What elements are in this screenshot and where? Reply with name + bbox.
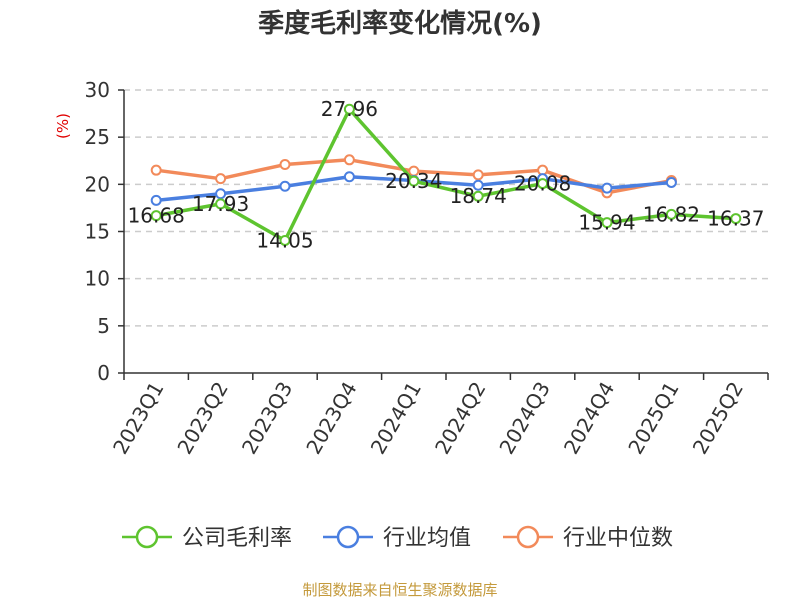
legend-item[interactable]: 行业中位数 [503,525,673,551]
data-label: 16.82 [643,202,700,226]
legend-label: 行业均值 [383,526,471,551]
y-axis-label: (%) [54,113,72,139]
legend-item[interactable]: 行业均值 [323,525,471,551]
data-label: 20.08 [514,172,571,196]
data-label: 27.96 [321,97,378,121]
data-point [343,103,355,115]
legend-item[interactable]: 公司毛利率 [122,525,292,551]
legend-label: 公司毛利率 [182,526,292,551]
x-tick-label: 2025Q1 [623,378,683,459]
legend-marker [516,525,540,549]
x-tick-label: 2023Q3 [237,378,297,459]
y-tick-label: 10 [85,267,110,291]
data-point [279,159,291,171]
data-point [601,182,613,194]
legend-marker [336,525,360,549]
x-tick-label: 2023Q1 [108,378,168,459]
data-point [472,190,484,202]
data-point [408,175,420,187]
data-point [472,179,484,191]
data-label: 14.05 [256,228,313,252]
series-line [155,107,736,243]
x-tick-label: 2024Q3 [494,378,554,459]
data-label: 18.74 [450,184,507,208]
data-point [279,234,291,246]
data-point [537,178,549,190]
data-label: 15.94 [578,211,635,235]
data-point [343,154,355,166]
data-point [279,180,291,192]
y-tick-label: 20 [85,172,110,196]
data-label: 16.68 [128,204,185,228]
legend-marker [135,525,159,549]
y-tick-label: 0 [97,361,110,385]
data-point [215,198,227,210]
x-tick-label: 2024Q2 [430,378,490,459]
data-point [215,188,227,200]
data-point [472,169,484,181]
data-labels: 16.68 17.93 14.05 27.96 20.34 18.74 20.08 15.94… [128,97,765,252]
data-label: 20.34 [385,169,442,193]
data-point [150,164,162,176]
data-point [601,217,613,229]
x-tick-label: 2023Q4 [301,378,361,459]
y-tick-label: 25 [85,125,110,149]
x-tick-label: 2023Q2 [172,378,232,459]
source-note: 制图数据来自恒生聚源数据库 [302,581,497,599]
x-tick-label: 2025Q2 [688,378,748,459]
y-tick-label: 30 [85,78,110,102]
y-tick-label: 5 [97,314,110,338]
y-tick-label: 15 [85,220,110,244]
legend-label: 行业中位数 [563,526,673,551]
data-point [343,171,355,183]
series-lines [150,103,742,246]
data-point [665,176,677,188]
data-point [150,194,162,206]
data-point [665,208,677,220]
legend[interactable]: 公司毛利率 行业均值 行业中位数 [122,525,673,551]
x-tick-label: 2024Q4 [559,378,619,459]
data-point [215,173,227,185]
data-point [730,213,742,225]
data-label: 17.93 [192,192,249,216]
data-label: 16.37 [707,207,764,231]
data-point [150,210,162,222]
chart-title: 季度毛利率变化情况(%) [258,8,542,39]
x-tick-label: 2024Q1 [366,378,426,459]
